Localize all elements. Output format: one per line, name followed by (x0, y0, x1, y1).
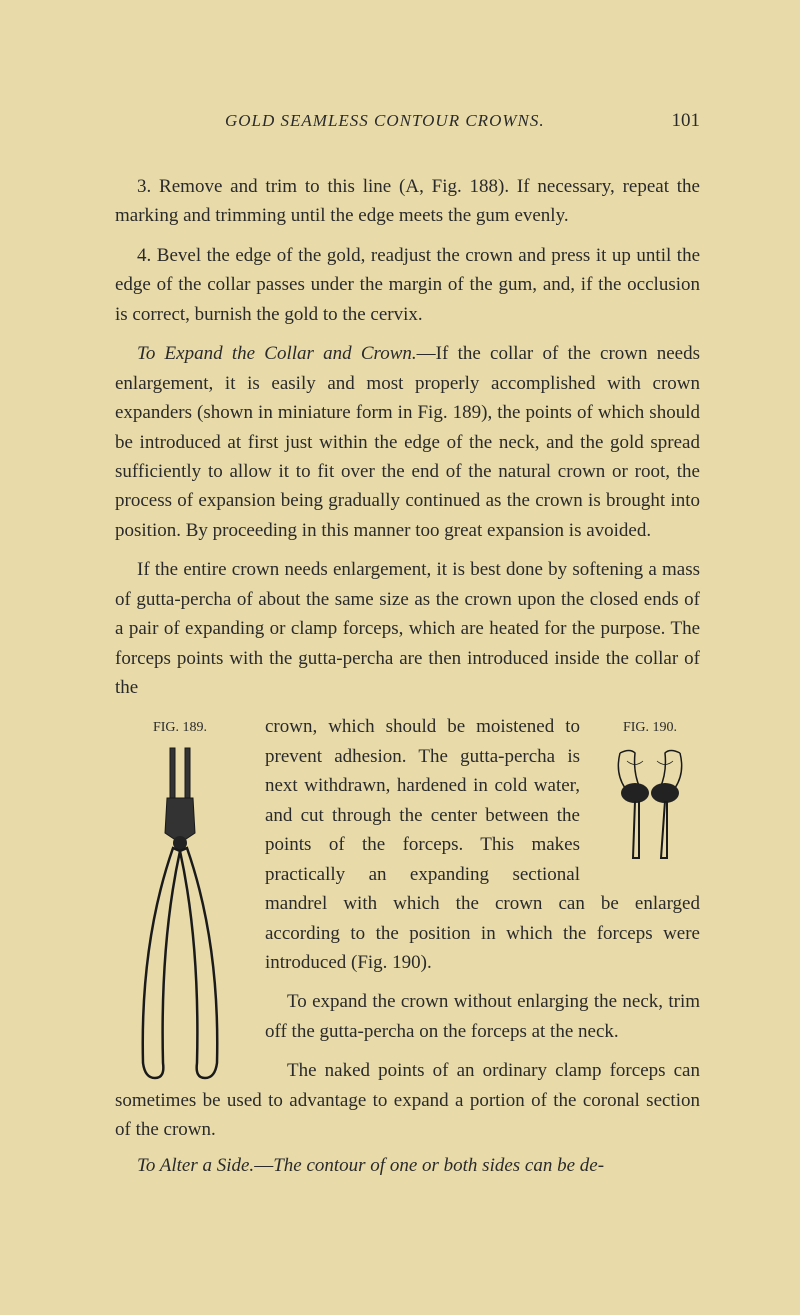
figure-text-region: If the entire crown needs enlargement, i… (115, 555, 700, 1180)
paragraph-7-heading: To Alter a Side. (137, 1155, 254, 1176)
paragraph-4-text-a: If the entire crown needs enlargement, i… (115, 559, 700, 698)
paragraph-3-body: —If the collar of the crown needs enlarg… (115, 343, 700, 541)
wrapped-text-block: FIG. 189. FIG. 190. (115, 712, 700, 1180)
running-title: GOLD SEAMLESS CONTOUR CROWNS. (225, 111, 545, 131)
paragraph-7-body: The contour of one or both sides can be … (273, 1155, 604, 1176)
paragraph-2: 4. Bevel the edge of the gold, readjust … (115, 241, 700, 329)
page-container: GOLD SEAMLESS CONTOUR CROWNS. 101 3. Rem… (0, 0, 800, 1270)
pliers-icon (125, 743, 235, 1083)
page-number: 101 (672, 110, 701, 132)
paragraph-4-intro: If the entire crown needs enlargement, i… (115, 555, 700, 702)
figure-189: FIG. 189. (115, 717, 245, 1083)
paragraph-7: To Alter a Side.—The contour of one or b… (115, 1151, 700, 1180)
paragraph-3-heading: To Expand the Collar and Crown. (137, 343, 417, 364)
paragraph-3: To Expand the Collar and Crown.—If the c… (115, 339, 700, 545)
paragraph-1: 3. Remove and trim to this line (A, Fig.… (115, 172, 700, 231)
page-header: GOLD SEAMLESS CONTOUR CROWNS. 101 (115, 110, 700, 132)
tooth-forceps-icon (605, 743, 695, 863)
figure-189-label: FIG. 189. (115, 717, 245, 739)
figure-190: FIG. 190. (600, 717, 700, 863)
paragraph-7-dash: — (254, 1155, 273, 1176)
figure-190-label: FIG. 190. (600, 717, 700, 739)
